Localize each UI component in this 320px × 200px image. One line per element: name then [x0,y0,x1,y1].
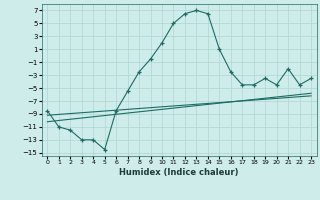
X-axis label: Humidex (Indice chaleur): Humidex (Indice chaleur) [119,168,239,177]
